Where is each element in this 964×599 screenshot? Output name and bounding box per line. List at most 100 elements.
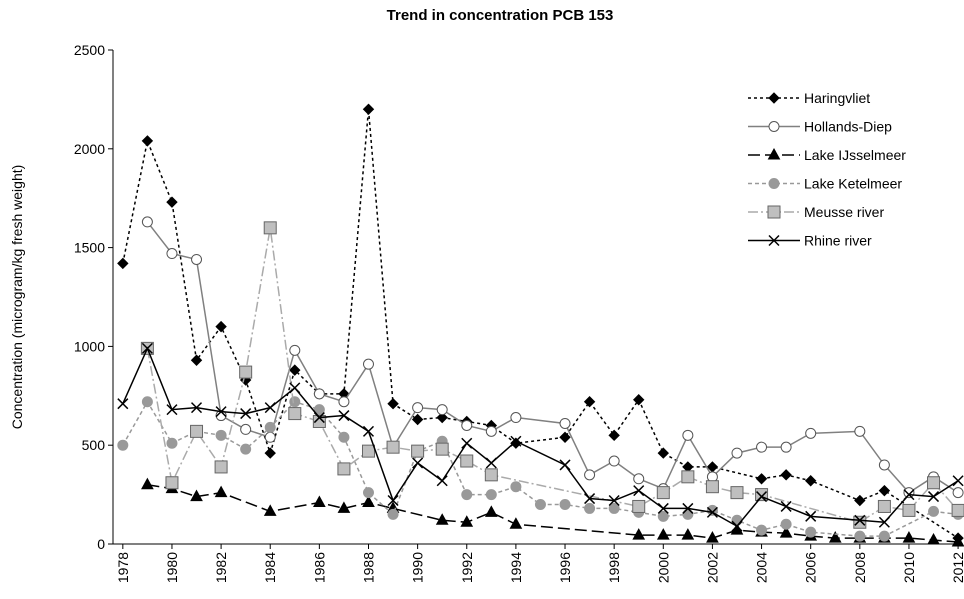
data-point — [461, 419, 473, 431]
data-point — [313, 495, 326, 508]
data-point — [387, 494, 399, 507]
data-point — [362, 495, 375, 508]
data-point — [141, 216, 153, 228]
series — [117, 103, 964, 544]
x-tick-label: 2012 — [950, 552, 964, 583]
data-point — [804, 475, 817, 487]
series-line — [122, 400, 959, 537]
data-point — [951, 534, 964, 547]
x-tick-label: 1992 — [459, 552, 475, 583]
series — [141, 477, 964, 547]
data-point — [509, 517, 523, 529]
data-point — [952, 487, 964, 499]
data-point — [927, 476, 941, 490]
data-point — [877, 499, 891, 513]
data-point — [853, 515, 867, 529]
data-point — [190, 424, 204, 438]
data-point — [608, 429, 620, 442]
x-tick-label: 2000 — [655, 552, 671, 583]
data-point — [264, 447, 276, 459]
data-point — [780, 469, 792, 481]
x-tick-label: 1998 — [606, 552, 622, 583]
data-point — [190, 354, 203, 366]
data-point — [289, 396, 301, 408]
legend-label: Haringvliet — [804, 90, 870, 106]
data-point — [608, 494, 620, 507]
y-tick-label: 2500 — [74, 42, 105, 58]
data-point — [584, 502, 596, 514]
data-point — [854, 425, 866, 437]
data-point — [656, 486, 670, 500]
x-tick-label: 1990 — [410, 552, 426, 583]
data-point — [805, 427, 817, 439]
series-line — [147, 483, 959, 543]
data-point — [756, 441, 768, 453]
data-point — [878, 484, 891, 497]
data-point — [485, 489, 497, 501]
data-point — [436, 475, 448, 487]
x-tick-label: 2002 — [704, 552, 720, 583]
data-point — [436, 404, 448, 416]
data-point — [828, 531, 842, 543]
data-point — [190, 489, 203, 502]
data-point — [756, 524, 768, 536]
data-point — [805, 510, 817, 522]
y-tick-label: 1000 — [74, 338, 105, 354]
data-point — [166, 248, 178, 260]
data-point — [240, 443, 252, 455]
data-point — [312, 414, 326, 428]
data-point — [657, 502, 669, 514]
data-point — [780, 518, 792, 530]
data-point — [239, 365, 253, 379]
data-point — [214, 460, 228, 474]
data-point — [214, 485, 228, 498]
data-point — [338, 396, 350, 408]
data-point — [264, 402, 276, 414]
data-point — [141, 342, 153, 354]
data-point — [927, 533, 940, 545]
data-point — [632, 499, 646, 513]
y-axis-label: Concentration (microgram/kg fresh weight… — [9, 165, 25, 430]
x-tick-label: 2006 — [803, 552, 819, 583]
data-point — [215, 406, 227, 418]
legend-entry: Lake Ketelmeer — [748, 176, 902, 192]
data-point — [510, 435, 522, 447]
x-tick-label: 2010 — [901, 552, 917, 583]
data-point — [731, 447, 743, 459]
data-point — [313, 412, 325, 424]
data-point — [412, 457, 424, 469]
data-point — [731, 520, 743, 532]
data-point — [559, 459, 571, 471]
data-point — [682, 502, 694, 514]
data-point — [584, 469, 596, 481]
data-point — [191, 253, 203, 265]
data-point — [338, 431, 350, 443]
data-point — [780, 441, 792, 453]
data-point — [730, 486, 744, 500]
data-point — [264, 421, 276, 433]
legend-marker — [767, 147, 781, 160]
data-point — [387, 397, 399, 410]
legend-entry: Hollands-Diep — [748, 119, 892, 135]
data-point — [510, 437, 522, 449]
data-point — [435, 442, 449, 456]
data-point — [362, 425, 375, 437]
data-point — [338, 410, 350, 422]
y-tick-label: 0 — [97, 536, 105, 552]
legend-entry: Meusse river — [748, 204, 884, 220]
data-point — [461, 437, 473, 449]
x-tick-label: 2008 — [852, 552, 868, 583]
data-point — [756, 491, 768, 503]
data-point — [215, 320, 227, 333]
data-point — [878, 459, 890, 471]
x-tick-label: 1982 — [213, 552, 229, 583]
series — [140, 221, 964, 529]
data-point — [484, 505, 498, 517]
y-tick-label: 2000 — [74, 141, 105, 157]
legend-label: Hollands-Diep — [804, 119, 892, 135]
data-point — [878, 530, 890, 542]
data-point — [584, 493, 596, 505]
legend-entry: Lake IJsselmeer — [748, 147, 906, 163]
data-point — [337, 501, 351, 513]
data-point — [706, 506, 718, 518]
